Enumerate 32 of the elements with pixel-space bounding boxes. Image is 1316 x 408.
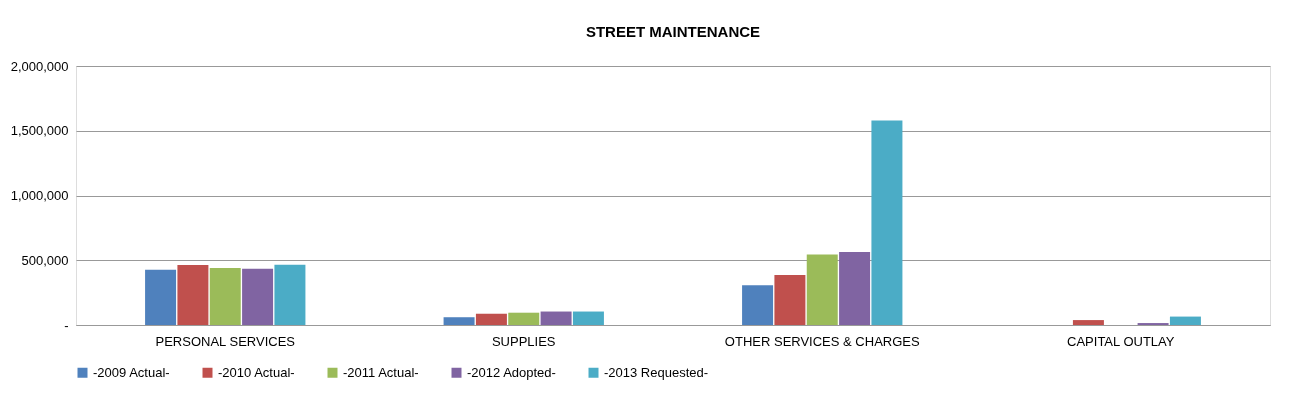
bar	[443, 317, 475, 325]
y-tick-label: -	[64, 317, 69, 333]
y-tick-label: 500,000	[21, 252, 69, 268]
bar	[274, 264, 306, 325]
bar	[806, 254, 838, 325]
y-tick-label: 2,000,000	[10, 58, 69, 74]
bar	[1072, 320, 1104, 325]
y-tick-label: 1,000,000	[10, 188, 69, 203]
legend-label: -2010 Actual-	[218, 364, 295, 380]
chart-title: STREET MAINTENANCE	[585, 23, 761, 40]
bar	[839, 252, 871, 325]
x-tick-label: SUPPLIES	[491, 333, 556, 349]
legend-label: -2011 Actual-	[343, 364, 419, 380]
bar	[1169, 316, 1201, 325]
bar	[475, 313, 507, 325]
x-tick-label: PERSONAL SERVICES	[155, 333, 296, 349]
x-tick-label: OTHER SERVICES & CHARGES	[724, 333, 920, 349]
bar	[508, 312, 540, 325]
bar	[572, 311, 604, 325]
y-tick-label: 1,500,000	[10, 123, 69, 139]
bar	[145, 269, 177, 325]
bar	[871, 120, 903, 325]
bar	[242, 268, 274, 325]
x-tick-label: CAPITAL OUTLAY	[1067, 333, 1175, 349]
bar	[742, 285, 774, 325]
legend-label: -2012 Adopted-	[467, 364, 556, 380]
bar	[177, 264, 209, 325]
legend-label: -2009 Actual-	[93, 364, 170, 380]
bar	[774, 275, 806, 325]
bar	[209, 268, 241, 325]
bar	[540, 311, 572, 325]
legend-label: -2013 Requested-	[604, 364, 709, 380]
